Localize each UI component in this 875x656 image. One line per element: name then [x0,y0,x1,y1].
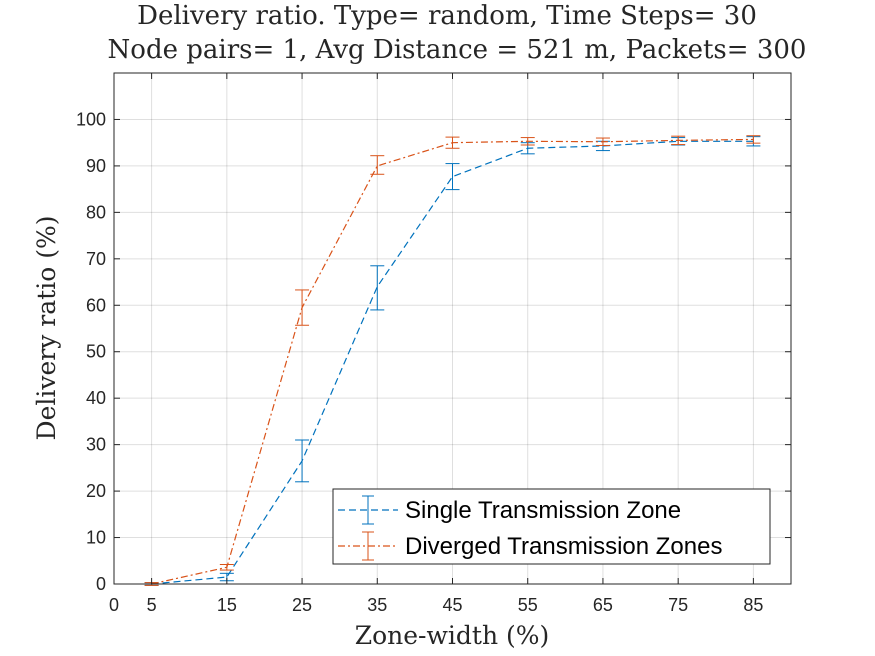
x-tick-label: 75 [668,595,688,615]
y-tick-label: 70 [86,249,106,269]
error-bar [219,563,234,571]
x-tick-label: 25 [292,595,312,615]
x-axis-label: Zone-width (%) [355,621,550,650]
y-tick-label: 40 [86,388,106,408]
y-tick-label: 0 [96,574,106,594]
x-tick-label: 45 [442,595,462,615]
legend-entries: Single Transmission Zone Diverged Transmi… [338,495,722,561]
error-bar [746,135,761,144]
x-tick-label: 0 [109,595,119,615]
series-diverged-transmission-zones [144,135,761,586]
axis-ticks: 0 5 15 25 35 45 55 65 75 85 0 10 20 30 40 50 60 70 80 90 100 [76,73,791,615]
error-bar [370,265,385,311]
y-tick-label: 20 [86,481,106,501]
error-bar [445,136,460,149]
y-tick-label: 80 [86,202,106,222]
chart-title-line1: Delivery ratio. Type= random, Time Steps… [137,1,757,31]
legend-label: Diverged Transmission Zones [405,533,722,560]
y-axis-label: Delivery ratio (%) [32,216,61,441]
y-tick-label: 30 [86,435,106,455]
legend-entry: Diverged Transmission Zones [338,531,722,561]
x-tick-label: 55 [518,595,538,615]
error-bar [520,137,535,146]
y-tick-label: 100 [76,109,106,129]
legend-entry: Single Transmission Zone [338,495,681,525]
y-tick-label: 50 [86,342,106,362]
error-bar [370,155,385,175]
x-tick-label: 35 [367,595,387,615]
error-bar [295,439,310,483]
series-line [151,140,754,585]
x-tick-label: 5 [147,595,157,615]
chart-title-line2: Node pairs= 1, Avg Distance = 521 m, Pac… [108,35,807,65]
x-tick-label: 65 [593,595,613,615]
y-tick-label: 60 [86,295,106,315]
x-tick-label: 85 [743,595,763,615]
error-bar [295,289,310,326]
y-tick-label: 10 [86,528,106,548]
error-bar [445,163,460,191]
x-tick-label: 15 [217,595,237,615]
legend-box [332,488,771,565]
y-tick-label: 90 [86,156,106,176]
series-group [144,135,761,586]
error-bar [595,137,610,146]
error-bar [671,135,686,146]
legend: Single Transmission Zone Diverged Transmi… [332,488,771,565]
legend-label: Single Transmission Zone [405,497,681,524]
